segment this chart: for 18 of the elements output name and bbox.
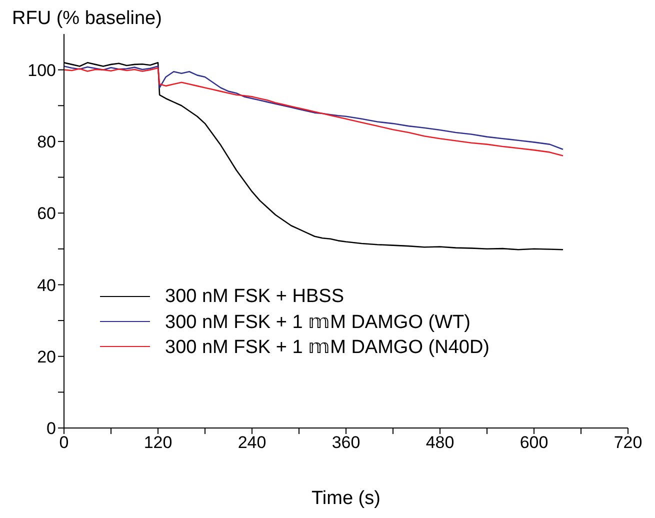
x-tick-label: 360 xyxy=(332,433,360,452)
legend-label: 300 nM FSK + 1 𝕞M DAMGO (WT) xyxy=(165,310,470,334)
y-tick-label: 20 xyxy=(37,347,56,366)
y-tick-label: 100 xyxy=(28,60,56,80)
x-axis-title: Time (s) xyxy=(312,488,380,509)
legend-label: 300 nM FSK + 1 𝕞M DAMGO (N40D) xyxy=(165,336,490,358)
y-axis-title: RFU (% baseline) xyxy=(12,8,162,30)
y-tick-label: 60 xyxy=(37,204,56,224)
x-tick-label: 480 xyxy=(426,433,454,452)
x-tick-label: 600 xyxy=(520,433,548,452)
x-tick-label: 0 xyxy=(59,433,69,452)
y-tick-label: 80 xyxy=(37,132,56,152)
x-tick-label: 120 xyxy=(144,433,172,452)
x-tick-label: 240 xyxy=(238,433,266,452)
x-tick-label: 720 xyxy=(614,433,642,452)
y-tick-label: 0 xyxy=(46,419,56,438)
y-tick-label: 40 xyxy=(37,276,56,295)
legend-label: 300 nM FSK + HBSS xyxy=(165,286,344,308)
